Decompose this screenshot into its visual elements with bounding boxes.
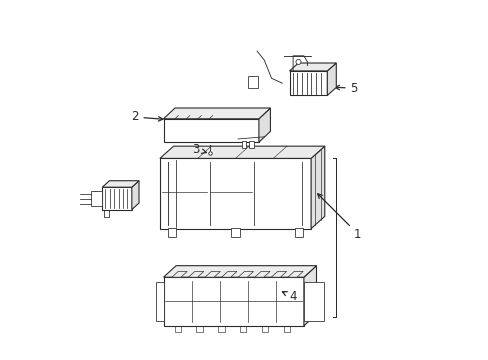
Polygon shape bbox=[163, 108, 270, 119]
Polygon shape bbox=[204, 271, 220, 277]
Polygon shape bbox=[238, 271, 253, 277]
Text: 3: 3 bbox=[192, 143, 206, 156]
Polygon shape bbox=[326, 63, 336, 95]
Polygon shape bbox=[254, 271, 269, 277]
Bar bbox=[247, 76, 258, 88]
Polygon shape bbox=[188, 271, 203, 277]
Bar bbox=[91, 190, 102, 206]
Circle shape bbox=[295, 59, 301, 64]
Polygon shape bbox=[289, 63, 336, 71]
Polygon shape bbox=[289, 71, 326, 95]
Text: 5: 5 bbox=[334, 82, 357, 95]
Polygon shape bbox=[221, 271, 237, 277]
Polygon shape bbox=[160, 158, 310, 229]
Text: 2: 2 bbox=[131, 111, 163, 123]
Polygon shape bbox=[258, 108, 270, 142]
Polygon shape bbox=[163, 277, 303, 326]
Text: 4: 4 bbox=[282, 291, 296, 303]
Bar bbox=[167, 228, 176, 237]
Bar bbox=[249, 141, 253, 148]
Text: 1: 1 bbox=[317, 194, 361, 240]
Polygon shape bbox=[132, 181, 139, 210]
Text: 6: 6 bbox=[90, 190, 103, 203]
Polygon shape bbox=[163, 266, 316, 277]
Polygon shape bbox=[287, 271, 303, 277]
Polygon shape bbox=[102, 187, 132, 210]
Bar bbox=[303, 282, 324, 321]
Polygon shape bbox=[172, 271, 187, 277]
Polygon shape bbox=[310, 146, 324, 229]
Bar bbox=[231, 228, 239, 237]
Bar bbox=[155, 282, 163, 321]
Bar bbox=[294, 228, 303, 237]
Polygon shape bbox=[102, 181, 139, 187]
Polygon shape bbox=[160, 146, 324, 158]
Polygon shape bbox=[163, 119, 258, 142]
Polygon shape bbox=[271, 271, 286, 277]
Bar bbox=[241, 141, 245, 148]
Polygon shape bbox=[303, 266, 316, 326]
